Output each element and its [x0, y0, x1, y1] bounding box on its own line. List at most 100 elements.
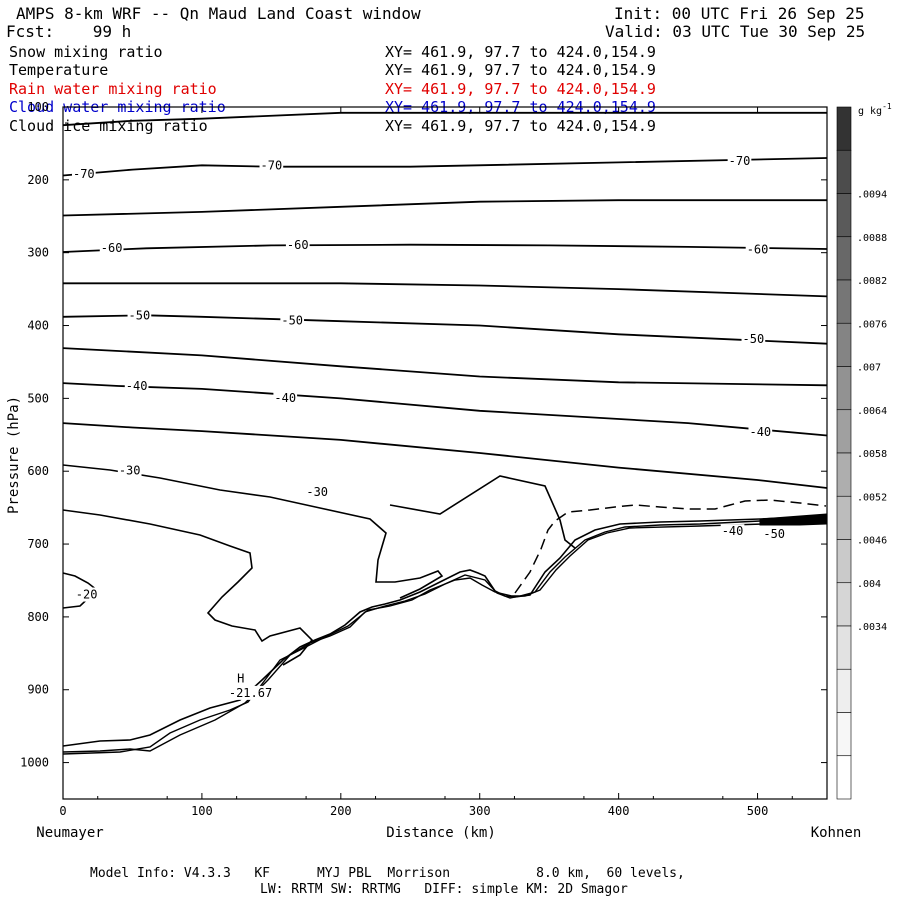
contour-label: -70	[261, 159, 283, 173]
contour-label-bg	[227, 685, 274, 700]
init-time: Init: 00 UTC Fri 26 Sep 25	[614, 4, 865, 23]
x-tick-label: 100	[191, 804, 213, 818]
colorbar-swatch	[836, 452, 852, 497]
isotherm-line	[62, 157, 828, 177]
contour-label-bg	[127, 308, 152, 323]
colorbar-label: .0094	[857, 190, 887, 201]
isotherm-line	[62, 199, 827, 217]
forecast-hour: Fcst: 99 h	[6, 22, 132, 41]
contour-label-bg	[99, 240, 124, 255]
snow-boundary-dashed	[514, 499, 827, 594]
contour-label: -20	[76, 588, 98, 602]
colorbar-label: .0082	[857, 276, 887, 287]
x-left-station: Neumayer	[36, 825, 103, 841]
isotherm-line	[62, 314, 828, 345]
colorbar-swatch	[836, 712, 852, 757]
contour-label: -40	[126, 379, 148, 393]
y-tick-label: 700	[27, 537, 49, 551]
contour-label-bg	[741, 331, 766, 346]
colorbar-label: .0034	[857, 622, 887, 633]
contour-label-bg	[305, 484, 330, 499]
colorbar-swatch	[836, 236, 852, 281]
colorbar-label: .0076	[857, 319, 887, 330]
axis-ticks: 0 100 200 300 400 500 100 200 300 400 500 600 700 800…	[20, 100, 827, 818]
y-tick-label: 300	[27, 246, 49, 260]
contour-label: -30	[306, 485, 328, 499]
y-axis-title: Pressure (hPa)	[6, 396, 22, 514]
contour-label: -40	[274, 391, 296, 405]
contour-label-bg	[74, 587, 99, 602]
contour-label-bg	[259, 158, 284, 173]
x-right-station: Kohnen	[811, 825, 862, 841]
plot-border	[62, 106, 828, 800]
isotherm-line	[62, 243, 828, 253]
contour-label-bg	[285, 237, 310, 252]
contour-label: -60	[101, 241, 123, 255]
contour-label: -21.67	[229, 686, 272, 700]
colorbar-swatch	[836, 495, 852, 540]
contour-label: -40	[722, 524, 744, 538]
y-tick-label: 1000	[20, 756, 49, 770]
field-name-snow: Snow mixing ratio	[9, 43, 163, 61]
colorbar-unit: g kg-1	[858, 102, 892, 117]
x-tick-label: 0	[59, 804, 66, 818]
cold-block	[759, 513, 827, 526]
contour-label: -70	[73, 167, 95, 181]
x-tick-label: 300	[469, 804, 491, 818]
isotherm-line	[62, 347, 828, 387]
terrain-surface-line-2	[62, 518, 827, 753]
isotherm-line	[62, 111, 827, 127]
contour-label: -60	[287, 238, 309, 252]
y-tick-label: 600	[27, 464, 49, 478]
colorbar-label: .0052	[857, 492, 887, 503]
colorbar-swatch	[836, 322, 852, 367]
contour-label: -40	[749, 425, 771, 439]
contour-label: -50	[129, 309, 151, 323]
colorbar-label: .0088	[857, 233, 887, 244]
contour-label-bg	[762, 527, 787, 542]
contour-label: -60	[747, 242, 769, 256]
contour-label-bg	[745, 242, 770, 257]
contour-label-bg	[720, 524, 745, 539]
field-name-rain: Rain water mixing ratio	[9, 80, 217, 98]
colorbar-swatch	[836, 539, 852, 584]
colorbar-swatch	[836, 279, 852, 324]
terrain-outlines	[62, 464, 827, 755]
field-xy-snow: XY= 461.9, 97.7 to 424.0,154.9	[385, 43, 656, 61]
contour-label-bg	[236, 671, 246, 686]
colorbar-swatch	[836, 366, 852, 411]
temperature-contour-ridge	[389, 475, 576, 549]
plot-frame	[62, 106, 828, 800]
field-xy-temperature: XY= 461.9, 97.7 to 424.0,154.9	[385, 61, 656, 79]
y-tick-label: 400	[27, 319, 49, 333]
contour-label-bg	[748, 425, 773, 440]
isotherm-line	[62, 382, 828, 437]
contour-label: -50	[743, 332, 765, 346]
y-tick-label: 800	[27, 610, 49, 624]
x-tick-label: 500	[747, 804, 769, 818]
plot-title: AMPS 8-km WRF -- Qn Maud Land Coast wind…	[16, 4, 421, 23]
contour-label-bg	[727, 154, 752, 169]
x-tick-label: 400	[608, 804, 630, 818]
contour-label-bg	[117, 463, 142, 478]
valid-time: Valid: 03 UTC Tue 30 Sep 25	[605, 22, 866, 41]
contour-label: -30	[119, 464, 141, 478]
colorbar-label: .0064	[857, 406, 887, 417]
y-tick-label: 100	[27, 100, 49, 114]
isotherm-line	[62, 422, 828, 489]
temperature-contour-warm	[62, 509, 314, 666]
colorbar-swatch	[836, 106, 852, 151]
model-info-line-2: LW: RRTM SW: RRTMG DIFF: simple KM: 2D S…	[260, 882, 628, 897]
contour-label-bg	[124, 379, 149, 394]
terrain-surface-line	[62, 515, 827, 747]
colorbar-label: .004	[857, 579, 881, 590]
contour-label: -50	[763, 527, 785, 541]
colorbar-swatch	[836, 582, 852, 627]
colorbar-label: .007	[857, 363, 881, 374]
x-axis-title: Distance (km)	[386, 825, 496, 841]
y-tick-label: 900	[27, 683, 49, 697]
colorbar-label: .0058	[857, 449, 887, 460]
colorbar-swatch	[836, 193, 852, 238]
contour-label: -50	[281, 314, 303, 328]
